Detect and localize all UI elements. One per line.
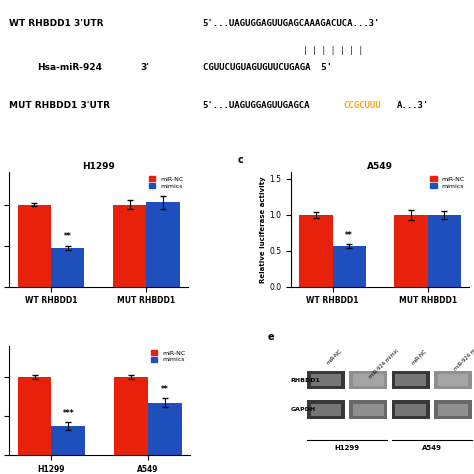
Bar bbox=[114, 377, 148, 455]
Text: WT RHBDD1 3'UTR: WT RHBDD1 3'UTR bbox=[9, 19, 104, 28]
Text: | | | | | | |: | | | | | | | bbox=[303, 46, 363, 55]
Text: c: c bbox=[237, 155, 243, 164]
Text: ***: *** bbox=[63, 410, 74, 419]
Text: miR-NC: miR-NC bbox=[326, 348, 343, 365]
Legend: miR-NC, mimics: miR-NC, mimics bbox=[150, 349, 187, 364]
Text: 3': 3' bbox=[140, 64, 149, 73]
Legend: miR-NC, mimics: miR-NC, mimics bbox=[147, 175, 184, 190]
Bar bbox=[18, 377, 51, 455]
Bar bbox=[148, 403, 182, 455]
Text: A549: A549 bbox=[422, 445, 442, 451]
Bar bbox=[51, 248, 84, 287]
Text: CCGCUUU: CCGCUUU bbox=[343, 101, 381, 110]
Text: miR-924 mimic: miR-924 mimic bbox=[368, 348, 400, 380]
Text: miR-924 m: miR-924 m bbox=[453, 348, 474, 372]
Bar bbox=[332, 246, 366, 287]
Bar bbox=[51, 426, 85, 455]
Title: H1299: H1299 bbox=[82, 162, 115, 171]
Text: A...3': A...3' bbox=[397, 101, 429, 110]
Text: e: e bbox=[267, 332, 274, 342]
Text: MUT RHBDD1 3'UTR: MUT RHBDD1 3'UTR bbox=[9, 101, 110, 110]
Text: H1299: H1299 bbox=[335, 445, 360, 451]
Bar bbox=[113, 205, 146, 287]
Bar bbox=[394, 215, 428, 287]
Text: RHBDD1: RHBDD1 bbox=[291, 378, 320, 383]
Bar bbox=[146, 202, 180, 287]
Text: 5'...UAGUGGAGUUGAGCAAAGACUCA...3': 5'...UAGUGGAGUUGAGCAAAGACUCA...3' bbox=[202, 19, 380, 28]
Bar bbox=[428, 215, 461, 287]
Text: CGUUCUGUAGUGUUCUGAGA  5': CGUUCUGUAGUGUUCUGAGA 5' bbox=[202, 64, 332, 73]
Text: Hsa-miR-924: Hsa-miR-924 bbox=[37, 64, 102, 73]
Text: **: ** bbox=[161, 385, 169, 394]
Text: **: ** bbox=[345, 231, 353, 240]
Title: A549: A549 bbox=[367, 162, 393, 171]
Text: miR-NC: miR-NC bbox=[410, 348, 428, 365]
Legend: miR-NC, mimics: miR-NC, mimics bbox=[429, 175, 466, 190]
Bar bbox=[299, 215, 332, 287]
Y-axis label: Relative luciferase activity: Relative luciferase activity bbox=[260, 176, 266, 283]
Text: 5'...UAGUGGAGUUGAGCA: 5'...UAGUGGAGUUGAGCA bbox=[202, 101, 310, 110]
Bar bbox=[18, 205, 51, 287]
Text: **: ** bbox=[64, 232, 72, 241]
Text: GAPDH: GAPDH bbox=[291, 407, 316, 412]
